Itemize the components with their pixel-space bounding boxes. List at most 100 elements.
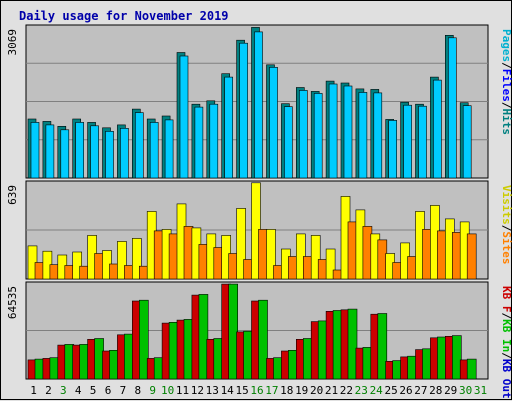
bar-files-day-5 — [90, 125, 99, 179]
bar-files-day-1 — [30, 122, 40, 179]
ymax-label: 3069 — [6, 29, 19, 56]
bar-kb-in-day-30 — [466, 358, 477, 380]
ymax-label: 64535 — [6, 286, 19, 319]
legend-separator: / — [500, 102, 512, 109]
x-tick-2: 2 — [45, 384, 52, 397]
x-tick-10: 10 — [161, 384, 174, 397]
legend-hits: Hits — [500, 109, 512, 136]
panel-2: 639 Visits/Sites — [6, 180, 512, 280]
panel-legend: KB F/KB In/KB Out — [500, 286, 512, 399]
bar-files-day-7 — [120, 128, 129, 179]
x-tick-16: 16 — [250, 384, 263, 397]
legend-sites: Sites — [500, 231, 512, 264]
x-tick-4: 4 — [75, 384, 82, 397]
x-tick-14: 14 — [221, 384, 235, 397]
bar-files-day-8 — [135, 112, 144, 179]
x-tick-21: 21 — [325, 384, 338, 397]
bar-files-day-20 — [313, 93, 323, 179]
bar-files-day-26 — [403, 104, 412, 179]
x-tick-27: 27 — [414, 384, 427, 397]
legend-kb-out: KB Out — [500, 359, 512, 399]
bar-files-day-15 — [239, 42, 248, 179]
x-tick-8: 8 — [134, 384, 141, 397]
bar-files-day-19 — [298, 90, 308, 179]
x-tick-31: 31 — [474, 384, 487, 397]
bar-files-day-4 — [75, 122, 84, 179]
legend-files: Files — [500, 69, 512, 102]
x-tick-22: 22 — [340, 384, 353, 397]
x-tick-23: 23 — [355, 384, 368, 397]
x-tick-15: 15 — [235, 384, 248, 397]
bar-files-day-14 — [224, 76, 233, 179]
bar-kb-in-day-16 — [258, 299, 268, 380]
x-tick-18: 18 — [280, 384, 293, 397]
bar-files-day-16 — [254, 31, 263, 179]
bar-files-day-30 — [462, 105, 472, 179]
legend-kb-f: KB F — [500, 286, 512, 313]
bar-files-day-17 — [269, 67, 278, 179]
bar-kb-in-day-24 — [377, 313, 388, 380]
panel-1: 3069 Pages/Files/Hits — [6, 24, 512, 179]
x-tick-19: 19 — [295, 384, 308, 397]
chart-title: Daily usage for November 2019 — [19, 9, 229, 23]
x-tick-13: 13 — [206, 384, 219, 397]
bar-files-day-11 — [179, 55, 189, 179]
bar-kb-in-day-22 — [347, 308, 358, 380]
panel-3: 64535 KB F/KB In/KB Out — [6, 281, 512, 399]
bar-kb-in-day-12 — [198, 294, 209, 380]
legend-visits: Visits — [500, 185, 512, 225]
x-tick-9: 9 — [149, 384, 156, 397]
bar-files-day-21 — [328, 83, 338, 179]
bar-files-day-9 — [149, 122, 159, 179]
bar-files-day-3 — [60, 129, 70, 179]
bar-visits-day-20 — [310, 235, 321, 280]
bar-files-day-12 — [194, 106, 204, 179]
legend-kb-in: KB In — [500, 319, 512, 352]
bar-kb-in-day-29 — [451, 335, 462, 380]
legend-separator: / — [500, 352, 512, 359]
x-tick-24: 24 — [370, 384, 384, 397]
legend-separator: / — [500, 62, 512, 69]
bar-visits-day-7 — [117, 241, 127, 280]
x-tick-25: 25 — [384, 384, 397, 397]
x-tick-26: 26 — [399, 384, 412, 397]
bar-kb-in-day-14 — [228, 283, 238, 380]
bar-files-day-13 — [209, 103, 219, 179]
bar-visits-day-4 — [72, 251, 82, 280]
bar-files-day-27 — [418, 105, 427, 179]
bar-visits-day-15 — [236, 208, 246, 280]
x-tick-1: 1 — [30, 384, 37, 397]
x-tick-12: 12 — [191, 384, 204, 397]
x-tick-5: 5 — [90, 384, 97, 397]
bar-files-day-22 — [343, 85, 353, 179]
bar-visits-day-8 — [132, 238, 142, 280]
legend-separator: / — [500, 313, 512, 320]
bar-kb-in-day-8 — [139, 299, 149, 380]
legend-separator: / — [500, 225, 512, 232]
bar-visits-day-21 — [325, 248, 336, 280]
bar-files-day-23 — [358, 92, 368, 179]
panel-legend: Visits/Sites — [500, 185, 512, 265]
legend-pages: Pages — [500, 29, 512, 62]
x-tick-28: 28 — [429, 384, 442, 397]
x-tick-17: 17 — [265, 384, 278, 397]
bar-files-day-24 — [373, 92, 383, 179]
bar-files-day-6 — [105, 131, 114, 179]
bar-sites-day-30 — [466, 233, 477, 280]
x-tick-29: 29 — [444, 384, 457, 397]
ymax-label: 639 — [6, 185, 19, 205]
x-tick-7: 7 — [120, 384, 127, 397]
panel-legend: Pages/Files/Hits — [500, 29, 512, 135]
bar-files-day-18 — [284, 106, 293, 179]
bar-files-day-28 — [433, 79, 442, 179]
bar-visits-day-17 — [266, 229, 276, 280]
bar-files-day-29 — [447, 37, 457, 179]
bar-files-day-10 — [164, 119, 174, 179]
x-tick-6: 6 — [105, 384, 112, 397]
bar-sites-day-16 — [258, 229, 268, 280]
x-tick-30: 30 — [459, 384, 472, 397]
bar-files-day-2 — [45, 124, 55, 179]
x-tick-20: 20 — [310, 384, 323, 397]
